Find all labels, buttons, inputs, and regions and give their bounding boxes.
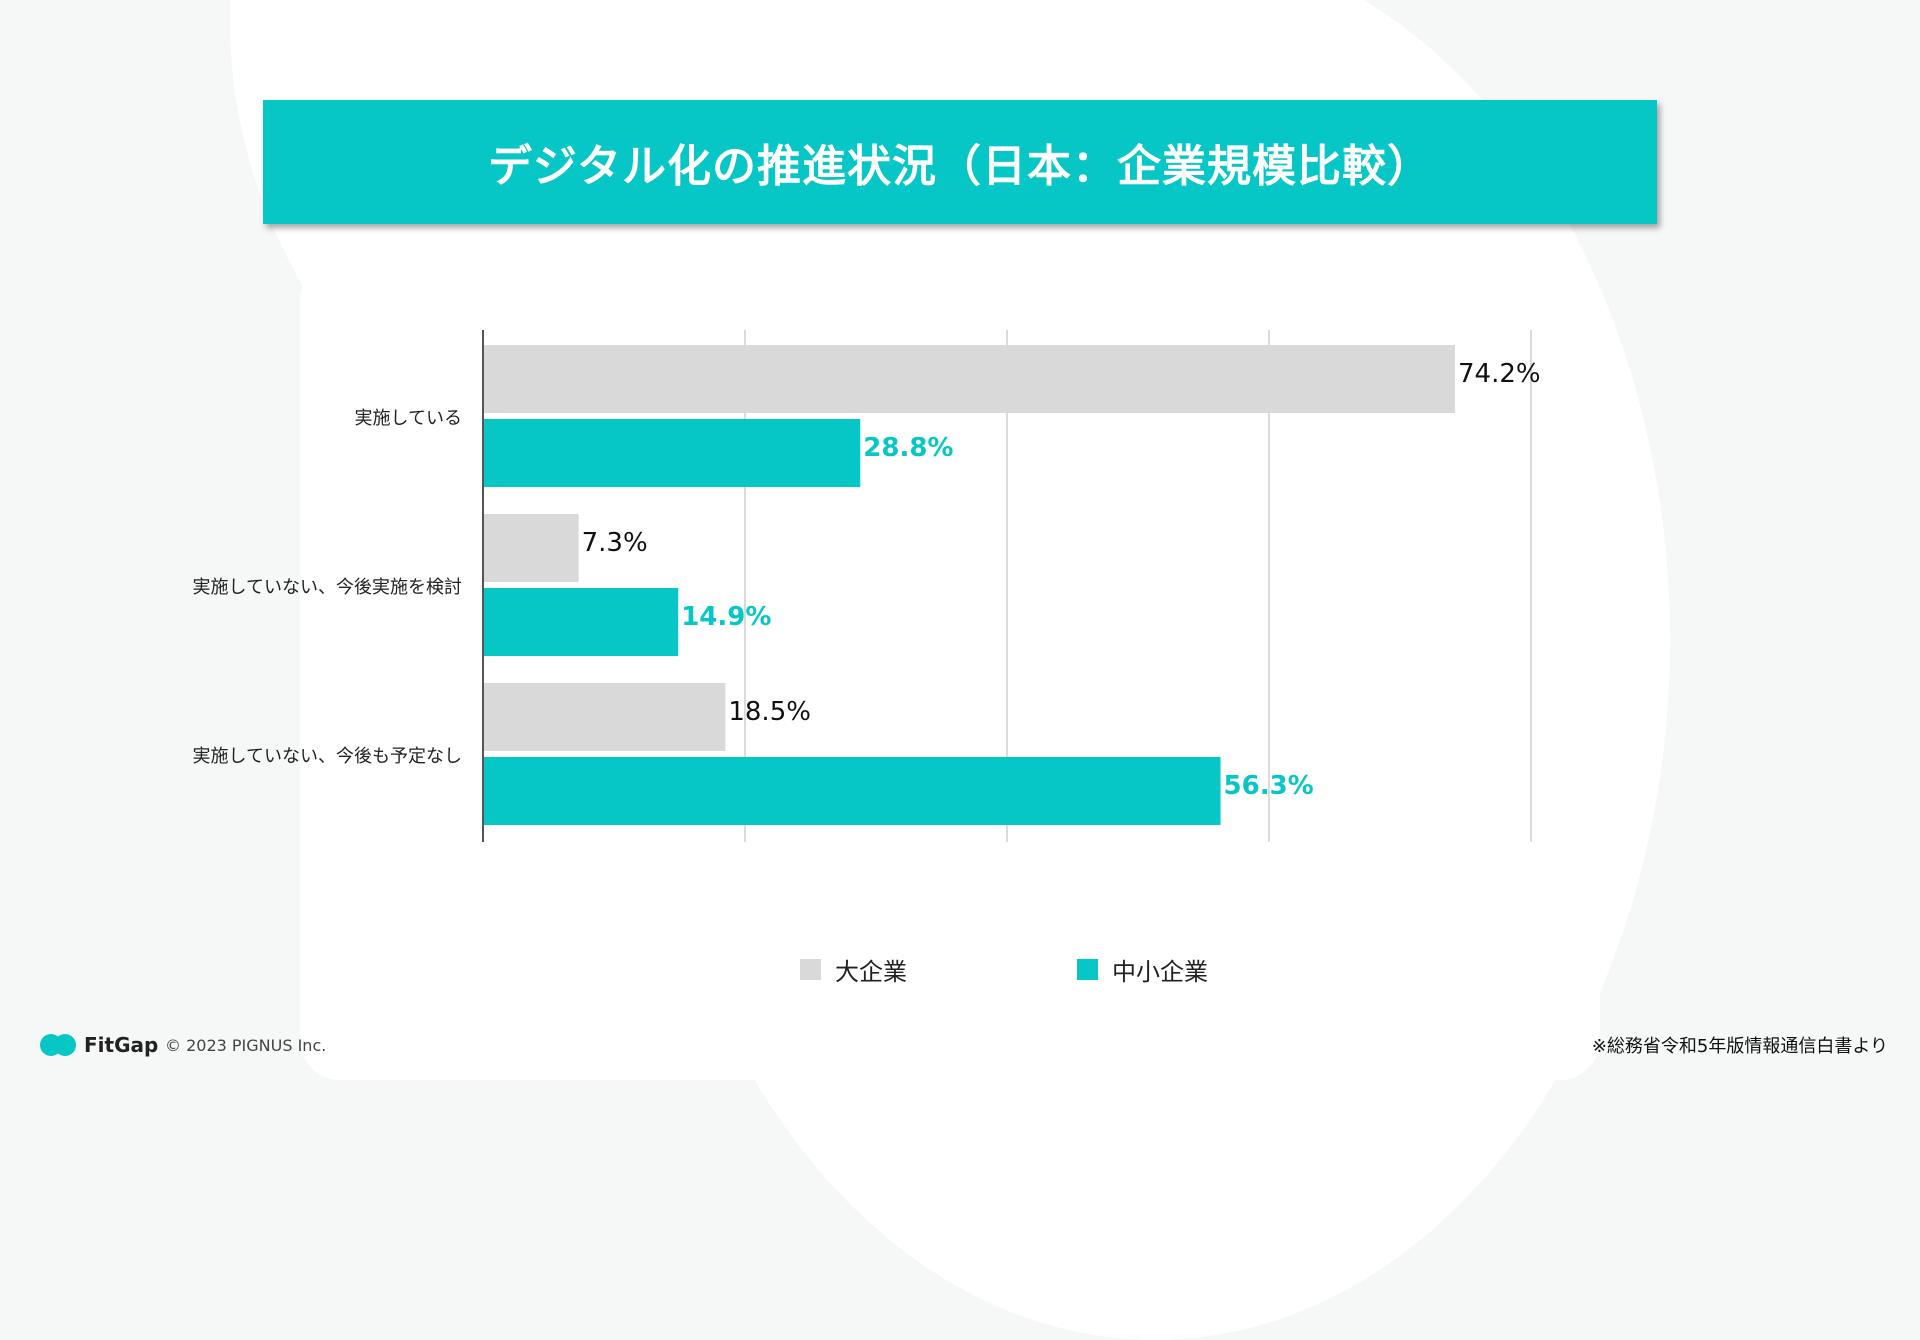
legend-swatch-sme xyxy=(1077,959,1098,980)
bar xyxy=(483,588,679,656)
legend-label-large: 大企業 xyxy=(835,958,907,986)
data-label: 18.5% xyxy=(728,697,811,727)
data-label: 14.9% xyxy=(681,602,771,632)
data-label: 7.3% xyxy=(582,528,648,558)
fitgap-logo: FitGap xyxy=(40,1033,158,1057)
chart-title: デジタル化の推進状況（日本：企業規模比較） xyxy=(487,141,1433,192)
legend-item-sme: 中小企業 xyxy=(1077,952,1208,987)
legend: 大企業 中小企業 xyxy=(0,952,1920,992)
bar xyxy=(483,345,1456,413)
bar xyxy=(483,683,726,751)
bar xyxy=(483,757,1221,825)
bar-chart: 実施している 74.2% 28.8% 実施していない、今後実施を検討 7.3% 14.9%… xyxy=(193,330,1541,842)
category-label: 実施していない、今後実施を検討 xyxy=(193,577,462,598)
data-label: 56.3% xyxy=(1224,771,1314,801)
legend-label-sme: 中小企業 xyxy=(1112,958,1208,986)
copyright: © 2023 PIGNUS Inc. xyxy=(165,1036,327,1055)
legend-item-large: 大企業 xyxy=(800,952,907,987)
data-label: 28.8% xyxy=(863,433,953,463)
title-banner: デジタル化の推進状況（日本：企業規模比較） xyxy=(263,100,1657,224)
category-label: 実施していない、今後も予定なし xyxy=(193,746,462,767)
category-label: 実施している xyxy=(355,408,462,429)
source-note: ※総務省令和5年版情報通信白書より xyxy=(1591,1036,1888,1057)
bar xyxy=(483,419,861,487)
legend-swatch-large xyxy=(800,959,821,980)
logo-text: FitGap xyxy=(84,1033,159,1057)
data-label: 74.2% xyxy=(1458,359,1541,389)
logo-icon xyxy=(40,1034,78,1056)
bar xyxy=(483,514,579,582)
